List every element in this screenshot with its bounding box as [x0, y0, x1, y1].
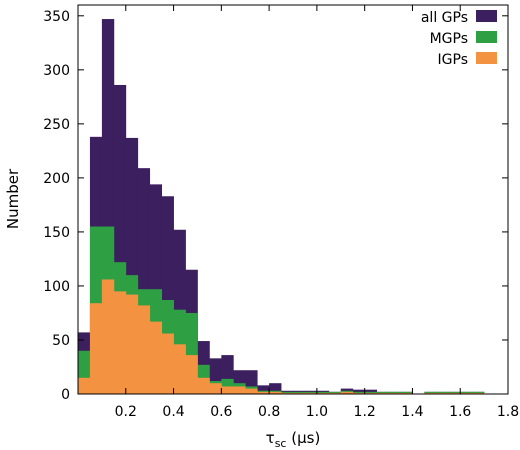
bar-mgps-23: [352, 391, 366, 394]
x-tick-label-5: 1.2: [354, 404, 376, 420]
x-axis-title: τsc (μs): [266, 429, 321, 450]
x-tick-label-4: 1.0: [306, 404, 328, 420]
bar-igps-3: [113, 291, 127, 394]
bar-igps-12: [221, 386, 234, 394]
bar-igps-26: [388, 392, 401, 394]
bar-igps-17: [281, 392, 294, 394]
bar-mgps-27: [400, 391, 413, 394]
bar-igps-21: [328, 392, 342, 394]
x-tick-label-8: 1.8: [497, 404, 519, 420]
bar-mgps-29: [424, 391, 437, 394]
bar-igps-11: [209, 383, 222, 394]
legend: all GPs MGPs IGPs: [421, 10, 497, 68]
bar-igps-25: [376, 392, 389, 394]
y-tick-label-5: 250: [43, 117, 70, 133]
y-tick-label-1: 50: [52, 333, 70, 349]
bar-igps-10: [197, 377, 210, 394]
bar-layer: [78, 19, 485, 395]
bar-igps-15: [257, 391, 270, 394]
x-tick-label-1: 0.4: [162, 404, 184, 420]
x-tick-label-7: 1.6: [449, 404, 471, 420]
bar-igps-1: [89, 303, 103, 394]
x-tick-label-6: 1.4: [401, 404, 423, 420]
legend-label-mgps: MGPs: [430, 31, 468, 47]
bar-igps-23: [352, 392, 366, 394]
legend-label-all-gps: all GPs: [421, 10, 468, 26]
bar-all-gps-15: [257, 385, 270, 394]
bar-mgps-20: [316, 391, 330, 394]
bar-igps-31: [448, 392, 461, 394]
x-axis-title-symbol: τ: [266, 429, 275, 447]
bar-igps-27: [400, 392, 413, 394]
bar-igps-0: [78, 377, 91, 394]
bar-igps-14: [245, 388, 258, 394]
bar-mgps-19: [304, 391, 318, 394]
bar-all-gps-16: [269, 383, 282, 394]
plot-frame: [77, 4, 509, 395]
bar-igps-33: [472, 392, 485, 394]
bar-mgps-17: [281, 391, 294, 394]
bar-igps-20: [316, 392, 330, 394]
bar-igps-29: [424, 392, 437, 394]
bar-mgps-25: [376, 391, 389, 394]
bar-igps-18: [293, 392, 306, 394]
bar-mgps-32: [460, 391, 473, 394]
bar-igps-16: [269, 391, 282, 394]
y-axis-title: Number: [4, 168, 22, 229]
bar-igps-13: [233, 386, 246, 394]
bar-igps-24: [364, 392, 378, 394]
bar-mgps-21: [328, 391, 342, 394]
bar-mgps-33: [472, 391, 485, 394]
bar-igps-22: [340, 391, 354, 394]
bar-igps-9: [185, 355, 198, 394]
y-tick-label-7: 350: [43, 9, 70, 25]
bar-mgps-24: [364, 391, 378, 394]
bar-igps-4: [125, 294, 139, 394]
bar-igps-5: [137, 305, 151, 394]
bar-igps-6: [149, 321, 163, 394]
y-tick-label-4: 200: [43, 171, 70, 187]
bar-mgps-30: [436, 391, 449, 394]
x-axis-title-subscript: sc: [275, 437, 287, 450]
legend-swatch-all-gps: [476, 10, 497, 22]
bar-igps-19: [304, 392, 318, 394]
bar-igps-2: [101, 279, 115, 394]
bar-mgps-26: [388, 391, 401, 394]
y-tick-label-2: 100: [43, 279, 70, 295]
legend-swatch-mgps: [476, 31, 497, 43]
bar-mgps-31: [448, 391, 461, 394]
x-tick-label-3: 0.8: [258, 404, 280, 420]
x-tick-label-0: 0.2: [115, 404, 137, 420]
tick-layer: 0.2 0.4 0.6 0.8 1.0 1.2 1.4 1.6 1.8 0 50 100 150 200 2…: [43, 5, 519, 420]
x-axis-title-unit: (μs): [286, 429, 320, 447]
bar-igps-7: [161, 333, 174, 394]
y-tick-label-6: 300: [43, 63, 70, 79]
legend-swatch-igps: [476, 52, 497, 64]
legend-label-igps: IGPs: [438, 52, 468, 68]
bar-igps-32: [460, 392, 473, 394]
bar-igps-30: [436, 392, 449, 394]
y-tick-label-0: 0: [61, 387, 70, 403]
y-tick-label-3: 150: [43, 225, 70, 241]
bar-mgps-18: [293, 391, 306, 394]
bar-igps-8: [173, 344, 186, 394]
x-tick-label-2: 0.6: [210, 404, 232, 420]
